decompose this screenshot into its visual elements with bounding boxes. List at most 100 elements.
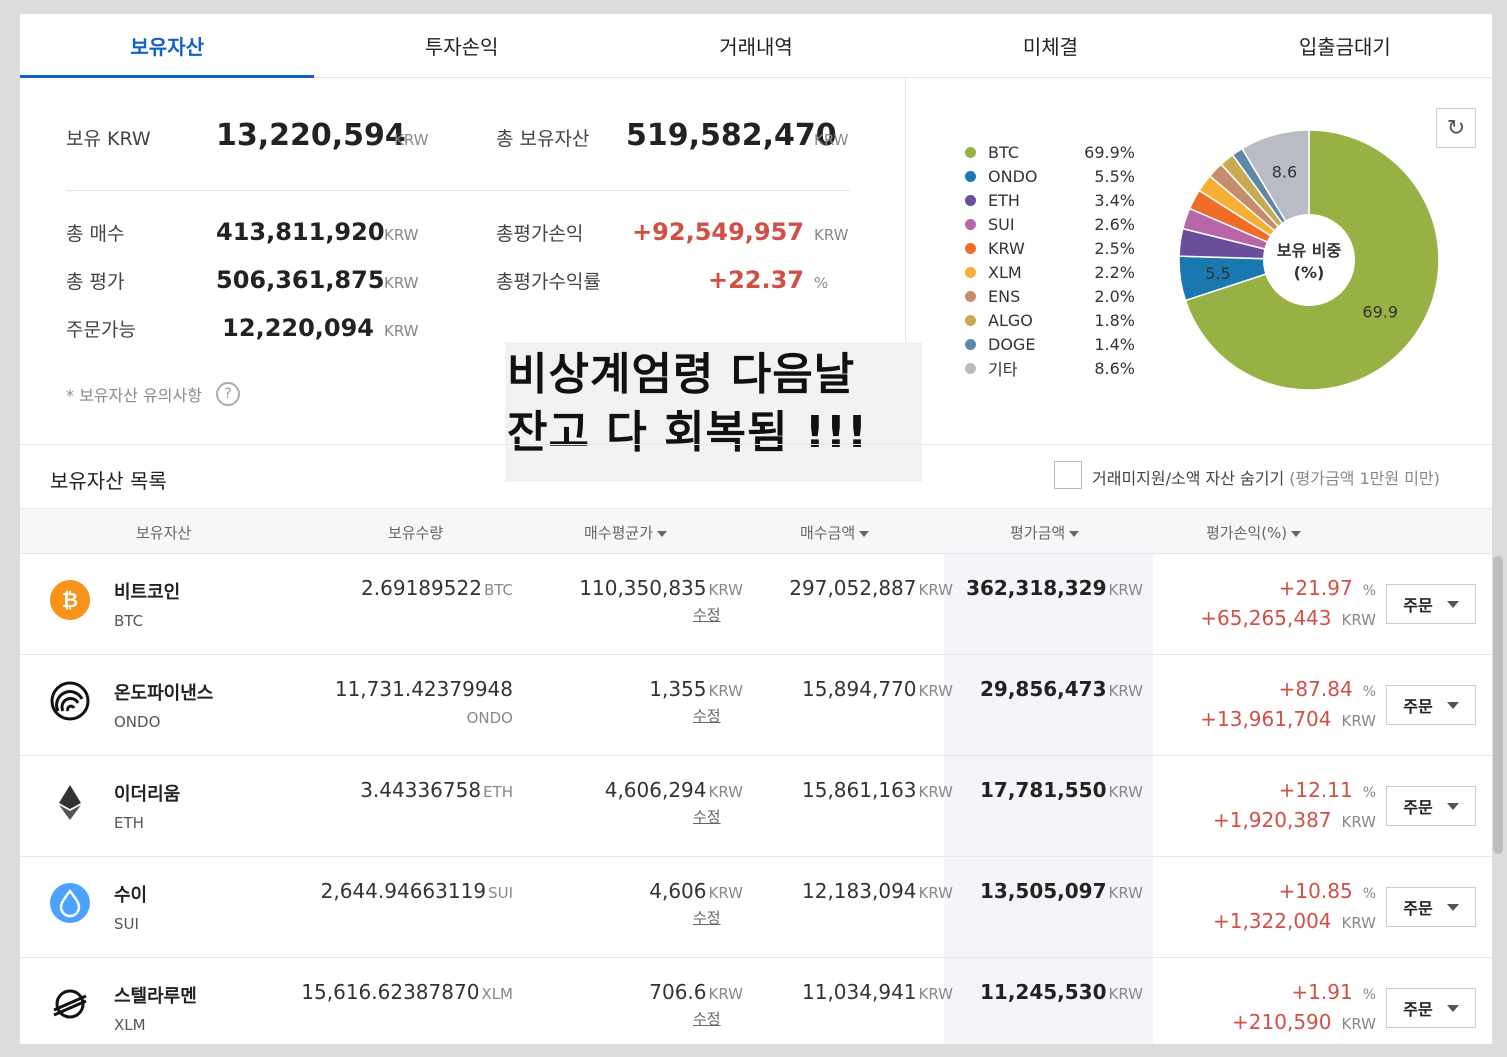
profit-rate-cell: +21.97% (1279, 576, 1376, 600)
coin-name[interactable]: 온도파이낸스 (114, 683, 214, 704)
krw-value: 13,220,594 (216, 118, 406, 153)
tab-profit-loss[interactable]: 투자손익 (424, 35, 499, 59)
profit-rate-unit: % (1362, 684, 1376, 700)
buy-amount-value: 297,052,887 (789, 576, 917, 600)
buy-row: 총 매수 413,811,920 KRW (66, 218, 420, 246)
table-row[interactable]: 스텔라루멘 XLM 15,616.62387870 XLM 706.6 KRW 수정… (20, 958, 1492, 1044)
pie-slice-label: 5.5 (1205, 264, 1230, 283)
legend-item: ALGO 1.8% (965, 308, 1135, 332)
table-row[interactable]: 이더리움 ETH 3.44336758 ETH 4,606,294 KRW 수정 1… (20, 756, 1492, 857)
profit-amount-value: +1,322,004 (1212, 909, 1332, 933)
profit-rate-unit: % (1362, 583, 1376, 599)
col-avg-price-label: 매수평균가 (584, 524, 654, 542)
legend-label: BTC (988, 142, 1019, 162)
profit-rate-value: +21.97 (1278, 576, 1353, 600)
eval-amount-unit: KRW (1108, 884, 1143, 902)
table-row[interactable]: ₿ 비트코인 BTC 2.69189522 BTC 110,350,835 KRW … (20, 554, 1492, 655)
coin-symbol: BTC (114, 612, 144, 630)
rate-row: 총평가수익률 +22.37 % (496, 266, 850, 294)
edit-avg-price-link[interactable]: 수정 (693, 707, 721, 725)
sort-caret-icon (1069, 530, 1080, 537)
eval-amount-cell: 29,856,473 KRW (980, 677, 1143, 701)
buy-amount-cell: 12,183,094 KRW (802, 879, 953, 903)
order-button[interactable]: 주문 (1386, 685, 1476, 725)
quantity-unit: ONDO (466, 709, 513, 727)
eval-value: 506,361,875 (216, 266, 385, 294)
profit-amount-unit: KRW (1341, 914, 1376, 932)
profit-rate-cell: +87.84% (1279, 677, 1376, 701)
avg-price-unit: KRW (708, 783, 743, 801)
summary-panel: 보유 KRW 13,220,594 KRW 총 보유자산 519,582,470… (20, 78, 906, 444)
coin-symbol: ONDO (114, 713, 161, 731)
eval-label: 총 평가 (66, 271, 125, 293)
holdings-notice[interactable]: * 보유자산 유의사항 ? (66, 382, 240, 406)
col-avg-price[interactable]: 매수평균가 (584, 522, 668, 543)
col-buy-amount[interactable]: 매수금액 (800, 522, 870, 543)
edit-avg-price-link[interactable]: 수정 (693, 808, 721, 826)
legend-label: XLM (988, 262, 1022, 282)
profit-amount-unit: KRW (1341, 813, 1376, 831)
buy-amount-unit: KRW (918, 581, 953, 599)
table-row[interactable]: 온도파이낸스 ONDO 11,731.42379948 ONDO 1,355 KR… (20, 655, 1492, 756)
overlay-line-1: 비상계엄령 다음날 (507, 349, 856, 400)
coin-name[interactable]: 비트코인 (114, 582, 181, 603)
legend-swatch (965, 338, 976, 350)
legend-item: BTC 69.9% (965, 140, 1135, 164)
profit-amount-value: +210,590 (1232, 1010, 1332, 1034)
edit-avg-price-link[interactable]: 수정 (693, 1010, 721, 1028)
avg-price-cell: 110,350,835 KRW (579, 576, 743, 600)
tab-history[interactable]: 거래내역 (719, 35, 793, 59)
tab-open-orders[interactable]: 미체결 (1022, 35, 1079, 59)
quantity-value: 2.69189522 (361, 576, 482, 600)
col-profit-loss[interactable]: 평가손익(%) (1206, 522, 1302, 543)
total-row: 총 보유자산 519,582,470 KRW (496, 118, 850, 153)
edit-avg-price-link[interactable]: 수정 (693, 606, 721, 624)
profit-amount-value: +1,920,387 (1212, 808, 1332, 832)
order-button[interactable]: 주문 (1386, 786, 1476, 826)
legend-item: 기타 8.6% (965, 356, 1135, 380)
hide-small-assets-checkbox[interactable] (1054, 461, 1082, 489)
avg-price-unit: KRW (708, 884, 743, 902)
buy-amount-unit: KRW (918, 682, 953, 700)
legend-value: 8.6% (1094, 358, 1135, 378)
hide-small-assets-label[interactable]: 거래미지원/소액 자산 숨기기 (평가금액 1만원 미만) (1092, 465, 1440, 489)
refresh-icon[interactable]: ↻ (1436, 108, 1476, 148)
total-unit: KRW (814, 131, 849, 149)
profit-amount-value: +65,265,443 (1200, 606, 1332, 630)
legend-label: ALGO (988, 310, 1033, 330)
tab-holdings[interactable]: 보유자산 (20, 14, 315, 78)
table-row[interactable]: 수이 SUI 2,644.94663119 SUI 4,606 KRW 수정 12,… (20, 857, 1492, 958)
total-value: 519,582,470 (626, 118, 837, 153)
quantity-value: 3.44336758 (360, 778, 482, 802)
legend-value: 2.6% (1094, 214, 1135, 234)
avg-price-cell: 4,606,294 KRW (605, 778, 743, 802)
legend-label: 기타 (988, 360, 1018, 379)
legend-value: 1.8% (1094, 310, 1135, 330)
eval-amount-value: 29,856,473 (979, 677, 1107, 701)
buy-amount-value: 12,183,094 (802, 879, 917, 903)
order-button[interactable]: 주문 (1386, 584, 1476, 624)
col-eval-amount[interactable]: 평가금액 (1010, 522, 1080, 543)
buy-amount-value: 15,894,770 (802, 677, 917, 701)
legend-value: 2.0% (1094, 286, 1135, 306)
profit-rate-value: +87.84 (1278, 677, 1353, 701)
edit-avg-price-link[interactable]: 수정 (693, 909, 721, 927)
legend-swatch (965, 266, 976, 278)
chevron-down-icon (1446, 701, 1459, 709)
tab-pending-transfers[interactable]: 입출금대기 (1298, 35, 1391, 59)
order-button[interactable]: 주문 (1386, 988, 1476, 1028)
legend-swatch (965, 146, 976, 158)
legend-item: KRW 2.5% (965, 236, 1135, 260)
order-button[interactable]: 주문 (1386, 887, 1476, 927)
coin-name[interactable]: 수이 (114, 885, 148, 906)
coin-name[interactable]: 스텔라루멘 (114, 986, 197, 1007)
legend-swatch (965, 194, 976, 206)
allocation-chart-panel: ↻ BTC 69.9% ONDO 5.5% ETH 3.4% SUI 2.6% … (907, 78, 1492, 444)
order-button-label: 주문 (1403, 798, 1433, 817)
coin-name[interactable]: 이더리움 (114, 784, 181, 805)
page-scrollbar[interactable] (1493, 556, 1503, 854)
pie-slice-label: 8.6 (1272, 162, 1297, 181)
eval-amount-cell: 11,245,530 KRW (980, 980, 1143, 1004)
legend-label: SUI (988, 214, 1015, 234)
help-icon[interactable]: ? (215, 382, 240, 406)
